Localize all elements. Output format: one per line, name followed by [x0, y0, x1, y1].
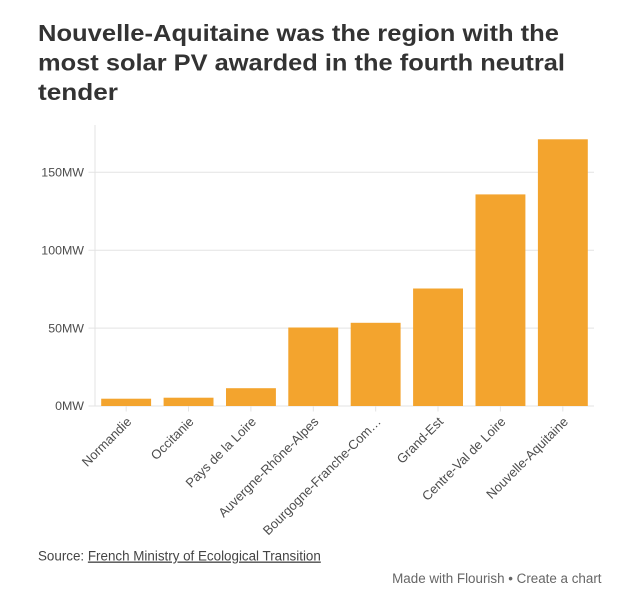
svg-text:0MW: 0MW	[55, 399, 84, 413]
svg-text:Nouvelle-Aquitaine was the reg: Nouvelle-Aquitaine was the region with t…	[38, 20, 559, 46]
svg-text:tender: tender	[38, 79, 118, 105]
svg-text:100MW: 100MW	[41, 243, 84, 257]
svg-text:50MW: 50MW	[48, 321, 84, 335]
svg-text:150MW: 150MW	[41, 166, 84, 180]
svg-text:most solar PV awarded in the f: most solar PV awarded in the fourth neut…	[38, 49, 565, 75]
svg-text:Source: French Ministry of Eco: Source: French Ministry of Ecological Tr…	[38, 549, 321, 564]
svg-text:Made with Flourish • Create a: Made with Flourish • Create a chart	[392, 571, 602, 586]
